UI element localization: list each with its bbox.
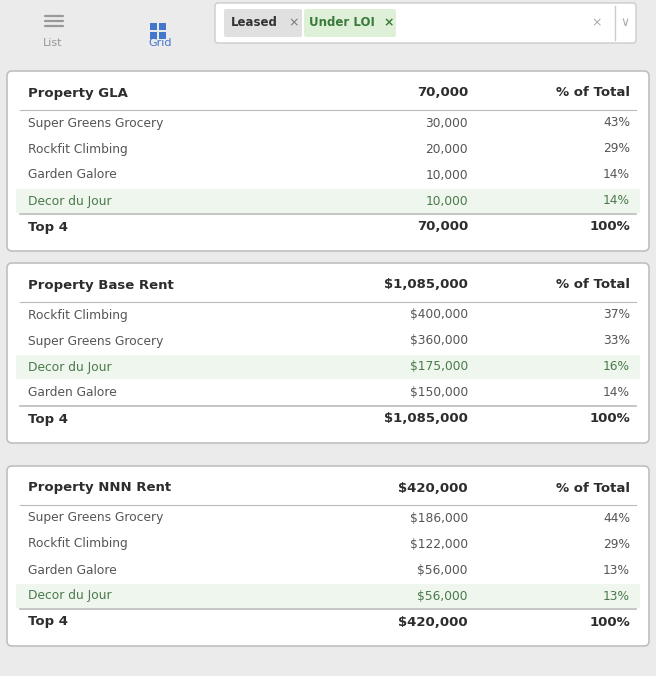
Text: Rockfit Climbing: Rockfit Climbing (28, 143, 128, 155)
Text: 14%: 14% (603, 387, 630, 400)
Text: Decor du Jour: Decor du Jour (28, 360, 112, 374)
Text: 20,000: 20,000 (425, 143, 468, 155)
FancyBboxPatch shape (150, 32, 157, 39)
Text: 70,000: 70,000 (417, 87, 468, 99)
Text: Grid: Grid (148, 38, 172, 48)
Text: Decor du Jour: Decor du Jour (28, 195, 112, 208)
Text: 13%: 13% (603, 589, 630, 602)
Text: 44%: 44% (603, 512, 630, 525)
Text: % of Total: % of Total (556, 481, 630, 495)
Text: 70,000: 70,000 (417, 220, 468, 233)
Text: 29%: 29% (603, 143, 630, 155)
Text: Garden Galore: Garden Galore (28, 564, 117, 577)
Text: Leased: Leased (230, 16, 277, 30)
Text: Property Base Rent: Property Base Rent (28, 279, 174, 291)
FancyBboxPatch shape (16, 355, 640, 379)
Text: Under LOI: Under LOI (309, 16, 375, 30)
Text: ×: × (289, 16, 299, 30)
Text: Super Greens Grocery: Super Greens Grocery (28, 116, 163, 130)
Text: $400,000: $400,000 (410, 308, 468, 322)
Text: Rockfit Climbing: Rockfit Climbing (28, 537, 128, 550)
Text: 10,000: 10,000 (425, 168, 468, 181)
Text: 37%: 37% (603, 308, 630, 322)
Text: Top 4: Top 4 (28, 220, 68, 233)
Text: List: List (43, 38, 63, 48)
Text: 43%: 43% (603, 116, 630, 130)
Text: 13%: 13% (603, 564, 630, 577)
Text: Top 4: Top 4 (28, 616, 68, 629)
Text: Property GLA: Property GLA (28, 87, 128, 99)
Text: $122,000: $122,000 (410, 537, 468, 550)
FancyBboxPatch shape (215, 3, 636, 43)
Text: 30,000: 30,000 (425, 116, 468, 130)
Text: 33%: 33% (603, 335, 630, 347)
FancyBboxPatch shape (224, 9, 302, 37)
Text: $56,000: $56,000 (417, 589, 468, 602)
FancyBboxPatch shape (7, 71, 649, 251)
Text: Top 4: Top 4 (28, 412, 68, 425)
FancyBboxPatch shape (159, 23, 166, 30)
Text: $1,085,000: $1,085,000 (384, 279, 468, 291)
Text: % of Total: % of Total (556, 279, 630, 291)
Text: $175,000: $175,000 (410, 360, 468, 374)
Text: $360,000: $360,000 (410, 335, 468, 347)
Text: ∨: ∨ (621, 16, 630, 30)
Text: ×: × (592, 16, 602, 30)
Text: 100%: 100% (589, 616, 630, 629)
Text: 14%: 14% (603, 195, 630, 208)
Text: Decor du Jour: Decor du Jour (28, 589, 112, 602)
Text: $1,085,000: $1,085,000 (384, 412, 468, 425)
Text: $420,000: $420,000 (398, 481, 468, 495)
Text: $56,000: $56,000 (417, 564, 468, 577)
Text: Garden Galore: Garden Galore (28, 168, 117, 181)
Text: Rockfit Climbing: Rockfit Climbing (28, 308, 128, 322)
Text: $420,000: $420,000 (398, 616, 468, 629)
Text: 29%: 29% (603, 537, 630, 550)
Text: Super Greens Grocery: Super Greens Grocery (28, 335, 163, 347)
Text: 16%: 16% (603, 360, 630, 374)
Text: 10,000: 10,000 (425, 195, 468, 208)
Text: % of Total: % of Total (556, 87, 630, 99)
Text: $186,000: $186,000 (410, 512, 468, 525)
Text: 100%: 100% (589, 220, 630, 233)
Text: $150,000: $150,000 (410, 387, 468, 400)
Text: 100%: 100% (589, 412, 630, 425)
Text: ×: × (384, 16, 394, 30)
Text: Garden Galore: Garden Galore (28, 387, 117, 400)
FancyBboxPatch shape (16, 584, 640, 608)
FancyBboxPatch shape (304, 9, 396, 37)
FancyBboxPatch shape (159, 32, 166, 39)
Text: Property NNN Rent: Property NNN Rent (28, 481, 171, 495)
Text: 14%: 14% (603, 168, 630, 181)
FancyBboxPatch shape (150, 23, 157, 30)
FancyBboxPatch shape (16, 189, 640, 213)
Text: Super Greens Grocery: Super Greens Grocery (28, 512, 163, 525)
FancyBboxPatch shape (7, 263, 649, 443)
FancyBboxPatch shape (7, 466, 649, 646)
